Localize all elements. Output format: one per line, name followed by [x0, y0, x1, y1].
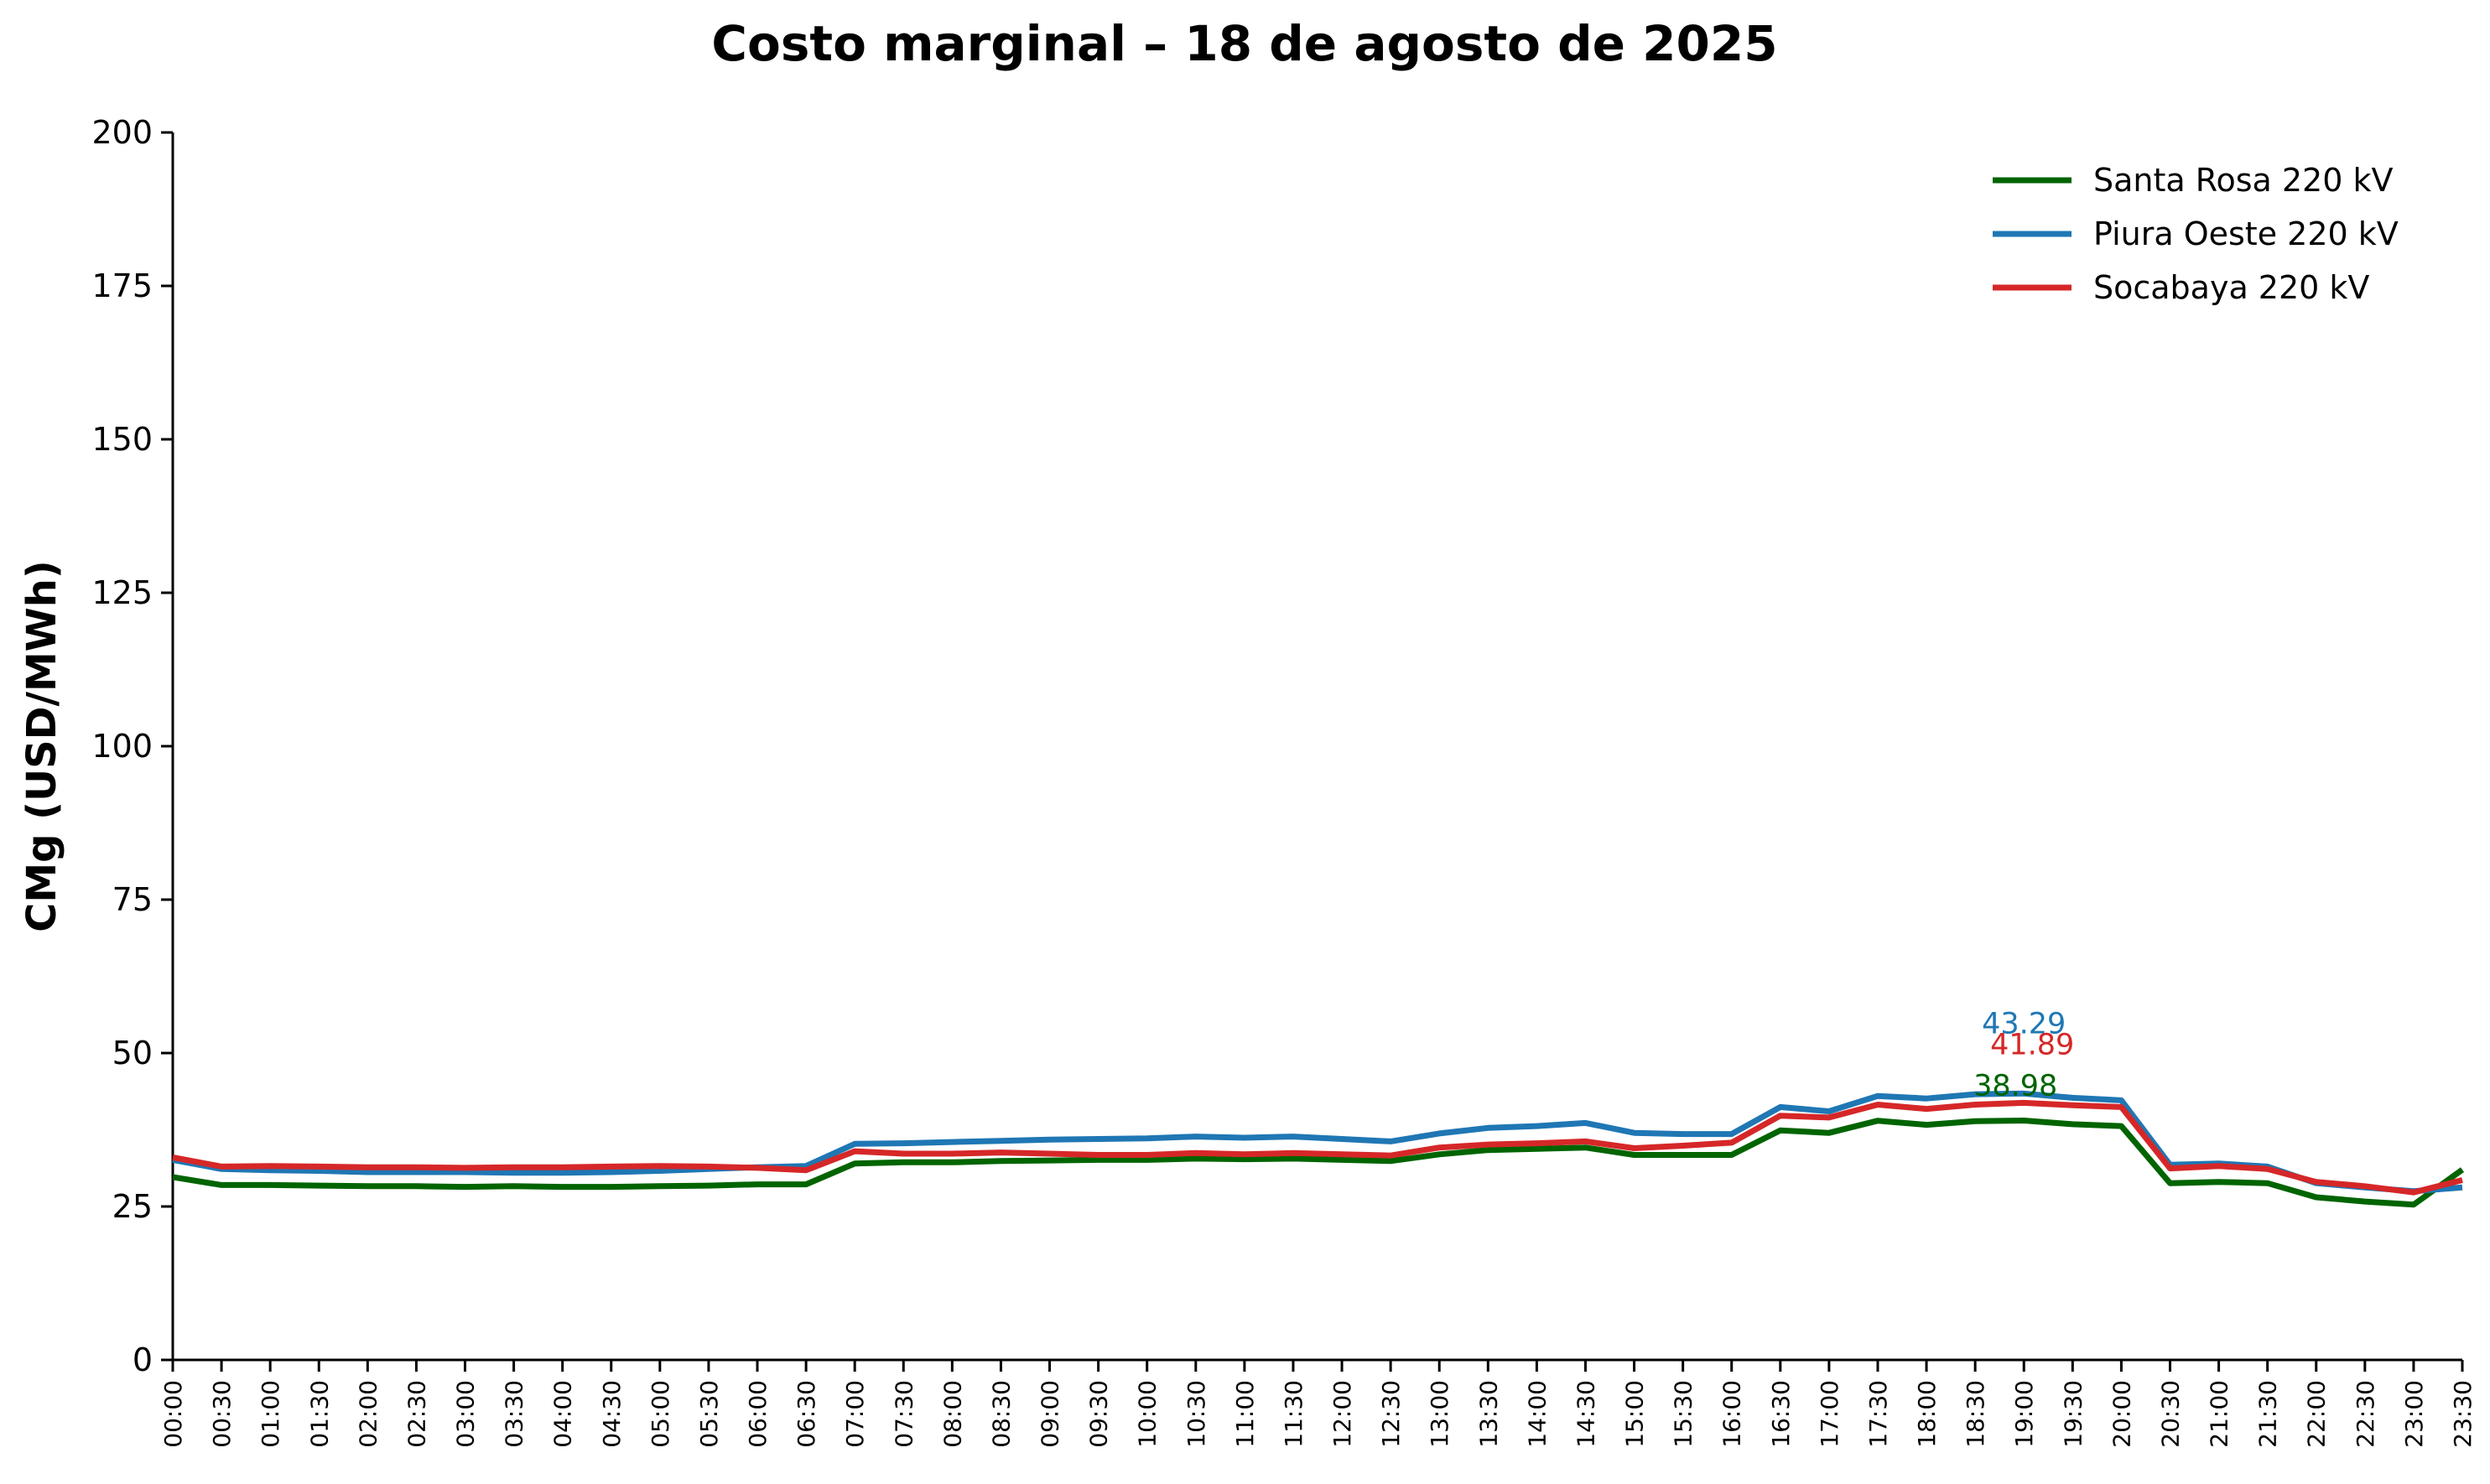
x-tick-label: 04:30	[598, 1380, 626, 1448]
x-tick-label: 21:30	[2254, 1380, 2282, 1448]
series-line-0	[172, 1118, 2465, 1208]
chart-title: Costo marginal – 18 de agosto de 2025	[711, 15, 1777, 72]
x-tick-label: 16:00	[1718, 1380, 1746, 1448]
x-tick-label: 21:00	[2206, 1380, 2233, 1448]
x-tick-label: 20:30	[2156, 1380, 2184, 1448]
y-tick-label: 50	[112, 1035, 153, 1071]
x-tick-label: 18:30	[1962, 1380, 1989, 1448]
x-tick-label: 07:00	[841, 1380, 869, 1448]
x-tick-label: 22:30	[2352, 1380, 2379, 1448]
x-tick-label: 14:00	[1523, 1380, 1551, 1448]
series-line-2	[172, 1099, 2463, 1196]
x-tick-label: 12:00	[1328, 1380, 1356, 1448]
x-tick-label: 06:30	[793, 1380, 820, 1448]
y-tick-label: 175	[91, 267, 153, 304]
y-tick-label: 0	[133, 1341, 153, 1378]
x-tick-label: 09:30	[1085, 1380, 1113, 1448]
x-tick-label: 05:00	[647, 1380, 674, 1448]
y-tick-label: 200	[91, 114, 153, 151]
x-tick-label: 11:00	[1231, 1380, 1259, 1448]
x-tick-label: 08:00	[938, 1380, 966, 1448]
y-tick-label: 150	[91, 421, 153, 458]
x-tick-label: 00:00	[159, 1380, 187, 1448]
x-tick-label: 15:30	[1670, 1380, 1697, 1448]
x-tick-label: 19:00	[2010, 1380, 2038, 1448]
x-tick-label: 06:00	[744, 1380, 772, 1448]
legend-label: Socabaya 220 kV	[2093, 269, 2369, 306]
x-tick-label: 16:30	[1767, 1380, 1795, 1448]
x-tick-label: 03:00	[452, 1380, 480, 1448]
data-label: 38.98	[1973, 1070, 2057, 1103]
x-tick-label: 13:00	[1426, 1380, 1453, 1448]
y-tick-label: 125	[91, 574, 153, 611]
x-tick-label: 09:00	[1037, 1380, 1064, 1448]
x-tick-label: 01:00	[257, 1380, 284, 1448]
legend-label: Santa Rosa 220 kV	[2093, 162, 2393, 199]
x-tick-label: 12:30	[1377, 1380, 1405, 1448]
x-tick-label: 15:00	[1621, 1380, 1649, 1448]
y-tick-label: 100	[91, 728, 153, 765]
y-axis-ticks: 0 25 50 75 100 125 150 175 200	[91, 114, 173, 1378]
x-tick-label: 17:00	[1816, 1380, 1843, 1448]
x-tick-label: 10:30	[1183, 1380, 1210, 1448]
x-tick-label: 05:30	[695, 1380, 723, 1448]
legend: Santa Rosa 220 kV Piura Oeste 220 kV Socab…	[1993, 162, 2399, 306]
x-tick-label: 08:30	[987, 1380, 1015, 1448]
x-tick-label: 17:30	[1864, 1380, 1892, 1448]
x-tick-label: 13:30	[1474, 1380, 1502, 1448]
legend-label: Piura Oeste 220 kV	[2093, 215, 2399, 252]
data-label: 41.89	[1990, 1028, 2074, 1061]
x-tick-label: 02:30	[403, 1380, 430, 1448]
x-tick-label: 03:30	[501, 1380, 528, 1448]
x-tick-label: 23:00	[2400, 1380, 2428, 1448]
y-tick-label: 75	[112, 881, 153, 918]
x-tick-label: 14:30	[1572, 1380, 1599, 1448]
y-tick-label: 25	[112, 1188, 153, 1225]
x-tick-label: 19:30	[2059, 1380, 2087, 1448]
data-label: 43.29	[1982, 1007, 2066, 1040]
x-tick-label: 10:00	[1134, 1380, 1162, 1448]
x-tick-label: 02:00	[354, 1380, 382, 1448]
x-tick-label: 01:30	[305, 1380, 333, 1448]
x-tick-label: 07:30	[890, 1380, 918, 1448]
series-line-1	[172, 1090, 2463, 1195]
x-tick-label: 11:30	[1280, 1380, 1307, 1448]
y-axis-label: CMg (USD/MWh)	[18, 560, 65, 932]
x-tick-label: 18:00	[1913, 1380, 1941, 1448]
x-tick-label: 04:00	[549, 1380, 577, 1448]
x-tick-label: 23:30	[2449, 1380, 2477, 1448]
x-axis-ticks: 00:00 00:30 01:00 01:30 02:00 02:30 03:00 03:30…	[159, 1360, 2477, 1448]
x-tick-label: 22:00	[2303, 1380, 2331, 1448]
series-lines	[172, 1090, 2465, 1208]
x-tick-label: 00:30	[208, 1380, 236, 1448]
x-tick-label: 20:00	[2108, 1380, 2135, 1448]
